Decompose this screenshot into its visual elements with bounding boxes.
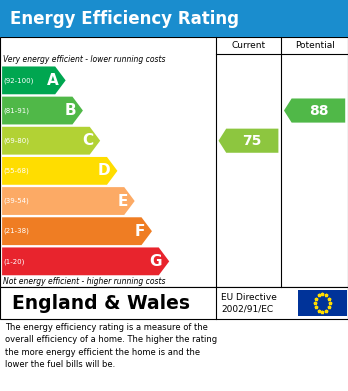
Bar (298, 290, 347, 316)
Text: A: A (47, 73, 59, 88)
Polygon shape (2, 248, 169, 275)
Text: F: F (135, 224, 145, 239)
Text: E: E (117, 194, 128, 208)
Text: Not energy efficient - higher running costs: Not energy efficient - higher running co… (3, 277, 166, 287)
Text: C: C (82, 133, 93, 148)
Text: 75: 75 (243, 134, 262, 148)
Text: 88: 88 (309, 104, 328, 118)
Text: B: B (64, 103, 76, 118)
Text: Current: Current (231, 41, 266, 50)
Text: (92-100): (92-100) (4, 77, 34, 84)
Polygon shape (2, 66, 66, 94)
Text: Energy Efficiency Rating: Energy Efficiency Rating (10, 9, 239, 28)
Text: (21-38): (21-38) (4, 228, 30, 235)
Text: (81-91): (81-91) (4, 107, 30, 114)
Polygon shape (219, 129, 278, 153)
Text: Potential: Potential (295, 41, 334, 50)
Bar (0, 37, 348, 287)
Polygon shape (2, 97, 83, 124)
Text: England & Wales: England & Wales (13, 294, 190, 312)
Polygon shape (2, 157, 117, 185)
Polygon shape (2, 217, 152, 245)
Text: D: D (98, 163, 110, 178)
Polygon shape (2, 127, 100, 154)
Polygon shape (2, 187, 135, 215)
Text: (55-68): (55-68) (4, 168, 30, 174)
Text: (1-20): (1-20) (4, 258, 25, 265)
Text: G: G (150, 254, 162, 269)
Text: Very energy efficient - lower running costs: Very energy efficient - lower running co… (3, 55, 166, 64)
Bar (0, 287, 348, 319)
Polygon shape (284, 99, 345, 123)
Text: (69-80): (69-80) (4, 138, 30, 144)
Text: (39-54): (39-54) (4, 198, 30, 204)
Text: EU Directive
2002/91/EC: EU Directive 2002/91/EC (221, 292, 277, 314)
Text: The energy efficiency rating is a measure of the
overall efficiency of a home. T: The energy efficiency rating is a measur… (5, 323, 218, 369)
Bar (0, 0, 348, 37)
